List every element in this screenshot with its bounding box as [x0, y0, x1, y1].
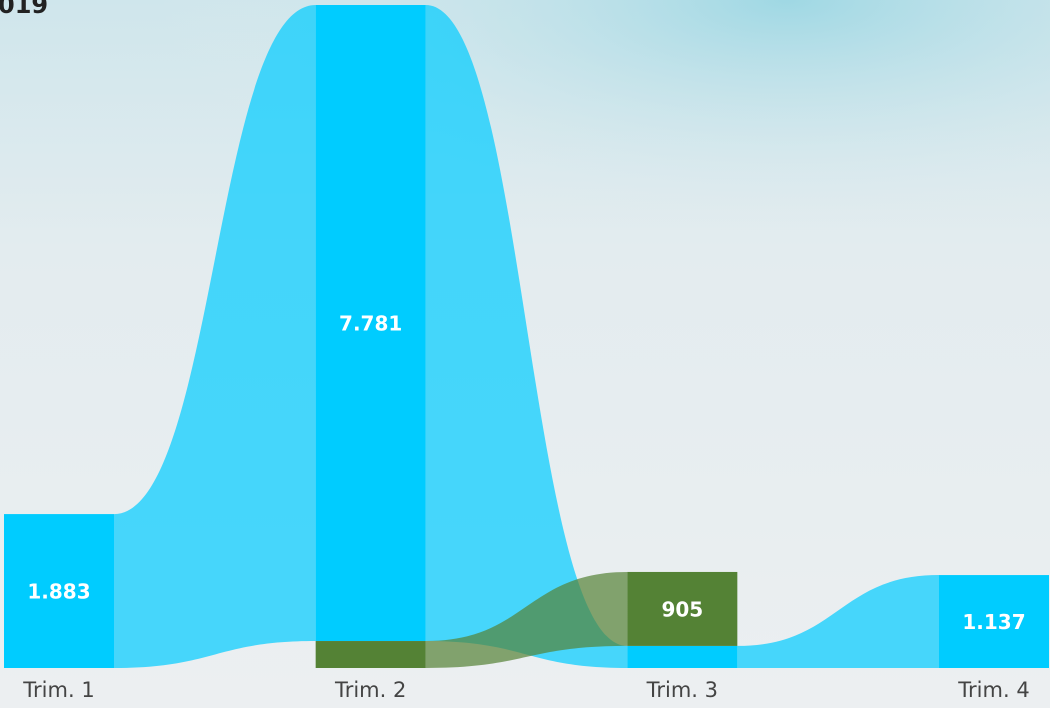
x-tick-label: Trim. 4 [957, 678, 1029, 702]
ribbon [425, 5, 628, 668]
x-tick-label: Trim. 2 [334, 678, 406, 702]
data-label: 7.781 [339, 312, 402, 336]
data-label: 1.137 [962, 610, 1025, 634]
bar [939, 575, 1049, 668]
ribbon [425, 571, 628, 668]
data-label: 1.883 [27, 580, 90, 604]
bar [4, 514, 114, 668]
x-tick-label: Trim. 3 [646, 678, 718, 702]
bar [627, 571, 738, 646]
data-label: 905 [661, 597, 703, 621]
ribbon [114, 5, 316, 668]
chart-title: 019 [0, 0, 48, 19]
bar [315, 641, 426, 668]
x-tick-label: Trim. 1 [22, 678, 94, 702]
ribbon [737, 575, 939, 668]
bar [627, 645, 738, 668]
bar [315, 5, 426, 642]
